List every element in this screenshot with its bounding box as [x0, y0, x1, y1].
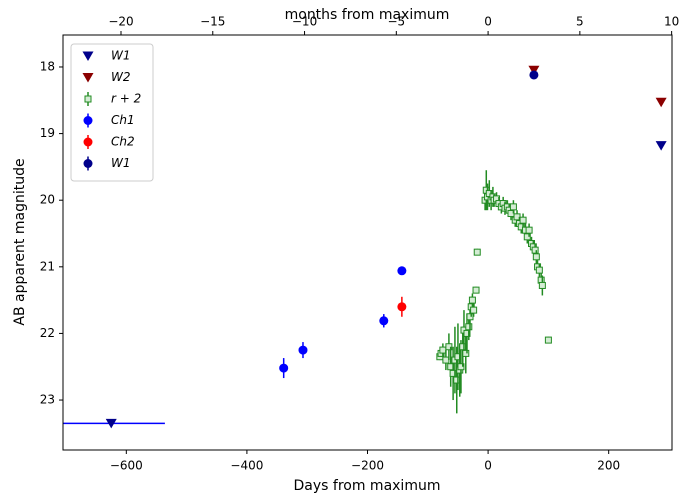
- x2-tick-label: −5: [387, 15, 405, 29]
- point: [472, 286, 480, 294]
- legend-marker: [84, 95, 92, 103]
- x-tick-label: 0: [484, 459, 492, 473]
- point: [462, 349, 470, 357]
- point: [397, 266, 407, 276]
- x-axis-label: Days from maximum: [294, 478, 441, 494]
- point: [519, 216, 527, 224]
- legend-marker: [83, 137, 93, 147]
- point: [529, 70, 539, 80]
- y-tick-label: 19: [40, 126, 55, 140]
- point: [298, 345, 308, 355]
- legend-label: Ch2: [111, 135, 135, 149]
- x2-axis-label: months from maximum: [285, 7, 450, 23]
- legend-marker: [83, 159, 93, 168]
- y-axis-label: AB apparent magnitude: [12, 158, 28, 325]
- x2-tick-label: 0: [484, 15, 492, 29]
- x-tick-label: −200: [351, 459, 384, 473]
- point: [463, 329, 471, 337]
- y-tick-label: 23: [40, 393, 55, 407]
- point: [532, 253, 540, 261]
- legend-marker: [83, 116, 93, 125]
- point: [379, 316, 389, 326]
- point: [465, 323, 473, 331]
- point: [655, 97, 667, 108]
- point: [473, 248, 481, 256]
- x-tick-label: −400: [230, 459, 263, 473]
- plot-area: [63, 65, 667, 429]
- legend-label: W2: [111, 70, 131, 84]
- legend-marker: [82, 51, 94, 61]
- point: [544, 336, 552, 344]
- y-tick-label: 20: [40, 193, 55, 207]
- x-tick-label: 200: [597, 459, 620, 473]
- y-tick-label: 18: [40, 59, 55, 73]
- point: [535, 266, 543, 274]
- x-tick-label: −600: [110, 459, 143, 473]
- plot-frame: [62, 34, 673, 451]
- x2-tick-label: −15: [200, 15, 225, 29]
- point: [279, 363, 289, 373]
- x2-tick-label: 10: [664, 15, 679, 29]
- point: [525, 226, 533, 234]
- point: [538, 281, 546, 289]
- y-tick-label: 22: [40, 326, 55, 340]
- point: [523, 233, 531, 241]
- point: [470, 306, 478, 314]
- point: [468, 296, 476, 304]
- point: [466, 313, 474, 321]
- legend-box: [70, 43, 154, 182]
- point: [459, 343, 467, 351]
- point: [453, 376, 461, 384]
- point: [509, 203, 517, 211]
- x2-tick-label: 5: [576, 15, 584, 29]
- x2-tick-label: −20: [108, 15, 133, 29]
- point: [655, 141, 667, 151]
- point: [105, 418, 117, 429]
- point: [439, 346, 447, 354]
- legend-label: r + 2: [111, 92, 141, 106]
- point: [397, 302, 407, 312]
- legend-label: W1: [111, 49, 131, 63]
- point: [445, 343, 453, 351]
- y-tick-label: 21: [40, 259, 55, 273]
- point: [531, 246, 539, 254]
- point: [442, 356, 450, 364]
- legend-marker: [82, 73, 94, 83]
- x2-tick-label: −10: [292, 15, 317, 29]
- point: [457, 363, 465, 371]
- legend-label: Ch1: [111, 113, 135, 127]
- legend-label: W1: [111, 156, 131, 170]
